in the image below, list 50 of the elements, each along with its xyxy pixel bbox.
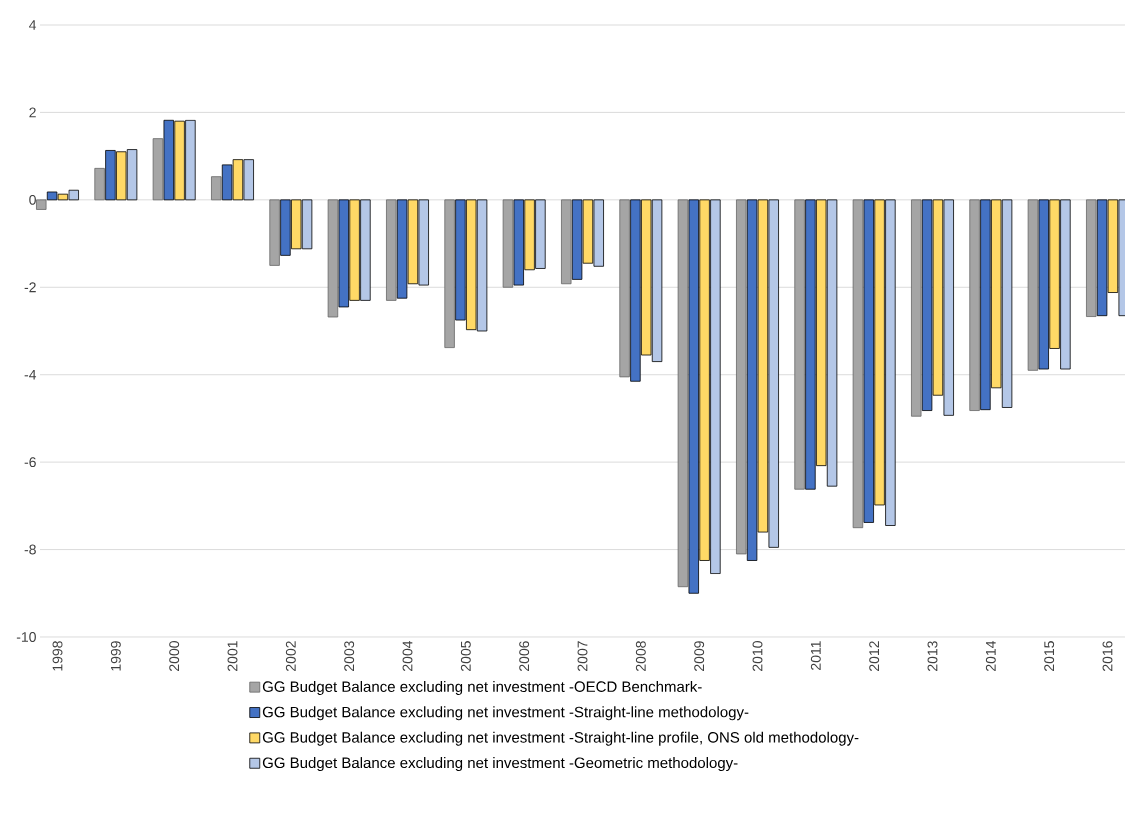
legend-label: GG Budget Balance excluding net investment -Straight-line methodology- <box>262 706 749 721</box>
bar <box>736 199 747 555</box>
bar <box>794 199 805 490</box>
x-tick-label: 2002 <box>285 641 296 671</box>
x-tick-label: 2005 <box>460 641 471 671</box>
x-tick-label: 2008 <box>635 641 646 671</box>
bar <box>211 176 222 201</box>
legend-label: GG Budget Balance excluding net investment -OECD Benchmark- <box>262 680 702 695</box>
bar <box>852 199 864 529</box>
bar <box>386 199 397 301</box>
bar <box>502 199 514 288</box>
x-tick-label: 1998 <box>52 641 63 671</box>
x-tick-label: 2011 <box>810 641 821 670</box>
bar <box>619 199 630 378</box>
bar <box>94 167 105 201</box>
bar <box>969 199 980 411</box>
y-tick-label: -8 <box>24 544 36 555</box>
bar <box>269 199 280 266</box>
x-tick-label: 2012 <box>869 641 880 671</box>
y-tick-label: -2 <box>24 282 36 293</box>
bar <box>1086 199 1097 317</box>
bar <box>152 138 164 201</box>
x-tick-label: 2013 <box>927 641 938 671</box>
bar <box>677 199 689 588</box>
x-tick-label: 2016 <box>1102 641 1113 671</box>
x-tick-label: 2000 <box>169 641 180 671</box>
bar <box>1027 199 1039 371</box>
bar <box>911 199 922 417</box>
bar <box>561 199 572 285</box>
y-tick-label: -6 <box>24 457 36 468</box>
bar <box>327 199 339 318</box>
x-tick-label: 2003 <box>344 641 355 671</box>
x-tick-label: 1999 <box>110 641 121 671</box>
x-tick-label: 2014 <box>985 640 996 671</box>
bar <box>36 199 47 210</box>
x-tick-label: 2015 <box>1044 641 1055 671</box>
y-tick-label: -10 <box>16 632 36 642</box>
x-tick-label: 2009 <box>694 641 705 671</box>
x-tick-label: 2001 <box>227 641 238 671</box>
bar <box>444 199 455 348</box>
legend-label: GG Budget Balance excluding net investment -Straight-line profile, ONS old methodology- <box>262 731 859 746</box>
legend-label: GG Budget Balance excluding net investment -Geometric methodology- <box>262 757 738 772</box>
x-tick-label: 2010 <box>752 641 763 671</box>
y-tick-label: 2 <box>29 107 36 118</box>
x-tick-label: 2007 <box>577 641 588 671</box>
x-tick-label: 2004 <box>402 640 413 671</box>
y-tick-label: 0 <box>29 194 36 205</box>
y-tick-label: -4 <box>24 369 37 380</box>
y-tick-label: 4 <box>29 20 37 30</box>
x-tick-label: 2006 <box>519 641 530 671</box>
